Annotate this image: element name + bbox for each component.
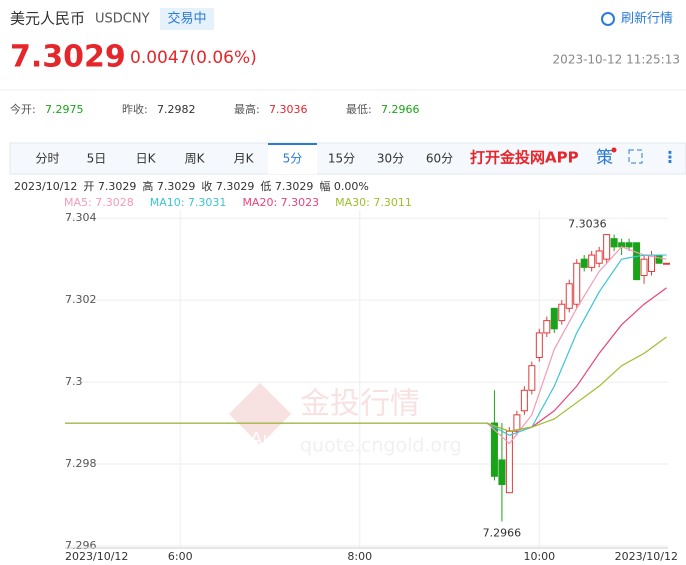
app-icon[interactable]: 策 <box>596 148 613 168</box>
tab[interactable]: 月K <box>234 152 255 166</box>
legend-entry: MA5: 7.3028 <box>64 196 134 209</box>
candle-body <box>565 283 573 309</box>
candle-body <box>490 422 498 477</box>
y-tick-label: 7.298 <box>65 457 97 470</box>
tab[interactable]: 60分 <box>426 152 453 166</box>
watermark-url: quote.cngold.org <box>300 435 462 457</box>
candle-body <box>535 332 543 358</box>
candle-body <box>513 414 521 432</box>
tab[interactable]: 分时 <box>35 152 59 166</box>
info: 幅 0.00% <box>319 180 368 193</box>
tab[interactable]: 日K <box>136 152 157 166</box>
high-label: 7.3036 <box>568 218 607 231</box>
candle-body <box>573 262 581 305</box>
change: 0.0047(0.06%) <box>130 48 257 68</box>
fullscreen-icon[interactable] <box>628 149 643 164</box>
refresh[interactable]: 刷新行情 <box>621 11 673 27</box>
x-edge-label: 2023/10/12 <box>615 550 678 563</box>
candle-body <box>558 303 566 322</box>
candle-body <box>595 250 603 264</box>
title: 美元人民币 <box>10 10 85 28</box>
candle-body <box>663 262 671 265</box>
y-tick-label: 7.304 <box>65 211 97 224</box>
stat-label: 今开: <box>10 102 36 116</box>
x-tick-label: 6:00 <box>168 550 193 563</box>
ma-line <box>65 336 667 432</box>
stat-value: 7.2975 <box>45 103 84 116</box>
status: 交易中 <box>167 11 206 27</box>
refresh-icon[interactable] <box>601 12 615 26</box>
info: 低 7.3029 <box>260 180 313 193</box>
price: 7.3029 <box>10 40 126 75</box>
ma-line <box>65 246 667 445</box>
candle-body <box>528 365 536 391</box>
watermark: Au 金投行情 quote.cngold.org <box>228 382 462 457</box>
candle-body <box>543 320 551 334</box>
y-tick-label: 7.296 <box>65 539 97 552</box>
info: 开 7.3029 <box>83 180 136 193</box>
stat-value: 7.2966 <box>381 103 420 116</box>
candle-body <box>550 307 558 330</box>
candle-body <box>498 459 506 485</box>
tab-bar <box>9 142 686 175</box>
low-label: 7.2966 <box>483 526 522 539</box>
x-tick-label: 10:00 <box>523 550 555 563</box>
legend-entry: MA20: 7.3023 <box>242 196 319 209</box>
watermark-logo <box>228 382 292 446</box>
tab[interactable]: 15分 <box>328 152 355 166</box>
stat-value: 7.3036 <box>269 103 308 116</box>
tab[interactable]: 5日 <box>87 152 107 166</box>
candle-body <box>610 238 618 248</box>
candle-body <box>633 242 641 281</box>
ma-line <box>65 254 667 436</box>
candle-body <box>603 234 611 260</box>
stat-label: 昨收: <box>122 102 148 116</box>
candle-body <box>588 254 596 268</box>
candle-body <box>655 254 663 264</box>
y-tick-label: 7.302 <box>65 293 97 306</box>
code: USDCNY <box>95 12 150 27</box>
y-tick-label: 7.3 <box>65 375 83 388</box>
info: 收 7.3029 <box>201 179 254 193</box>
status-badge <box>160 8 214 30</box>
more-icon[interactable]: ⋮ <box>662 148 678 167</box>
candle-body <box>580 258 588 268</box>
info: 2023/10/12 <box>14 180 77 193</box>
tab[interactable]: 30分 <box>377 152 404 166</box>
app-link[interactable]: 打开金投网APP <box>470 149 579 167</box>
candle-body <box>640 258 648 277</box>
legend-entry: MA30: 7.3011 <box>335 196 412 209</box>
time: 2023-10-12 11:25:13 <box>553 53 680 67</box>
tab[interactable]: 周K <box>185 152 206 166</box>
active-tab <box>268 143 317 174</box>
watermark-logo-text: Au <box>250 429 274 450</box>
x-tick-label: 8:00 <box>347 550 372 563</box>
tab[interactable]: 5分 <box>283 152 303 166</box>
badge-dot <box>611 147 617 153</box>
candle-body <box>648 254 656 272</box>
candle-body <box>625 242 633 248</box>
stat-value: 7.2982 <box>157 103 196 116</box>
legend-entry: MA10: 7.3031 <box>150 196 227 209</box>
stat-label: 最低: <box>346 103 372 116</box>
candle-body <box>520 389 528 412</box>
info: 高 7.3029 <box>142 179 195 193</box>
x-edge-label: 2023/10/12 <box>65 550 128 563</box>
stat-label: 最高: <box>234 102 260 116</box>
